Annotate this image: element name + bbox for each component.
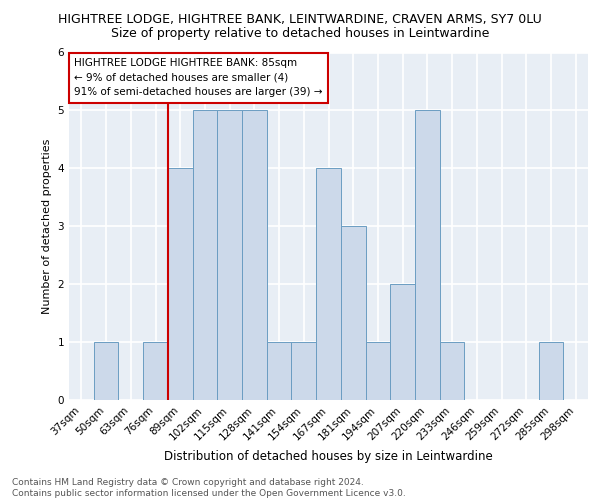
Bar: [440, 342, 464, 400]
X-axis label: Distribution of detached houses by size in Leintwardine: Distribution of detached houses by size …: [164, 450, 493, 463]
Text: HIGHTREE LODGE HIGHTREE BANK: 85sqm
← 9% of detached houses are smaller (4)
91% : HIGHTREE LODGE HIGHTREE BANK: 85sqm ← 9%…: [74, 58, 323, 98]
Text: Size of property relative to detached houses in Leintwardine: Size of property relative to detached ho…: [111, 28, 489, 40]
Bar: [415, 110, 440, 400]
Bar: [316, 168, 341, 400]
Bar: [292, 342, 316, 400]
Bar: [341, 226, 365, 400]
Bar: [242, 110, 267, 400]
Bar: [143, 342, 168, 400]
Bar: [94, 342, 118, 400]
Bar: [539, 342, 563, 400]
Bar: [217, 110, 242, 400]
Bar: [267, 342, 292, 400]
Text: HIGHTREE LODGE, HIGHTREE BANK, LEINTWARDINE, CRAVEN ARMS, SY7 0LU: HIGHTREE LODGE, HIGHTREE BANK, LEINTWARD…: [58, 12, 542, 26]
Bar: [365, 342, 390, 400]
Bar: [168, 168, 193, 400]
Text: Contains HM Land Registry data © Crown copyright and database right 2024.
Contai: Contains HM Land Registry data © Crown c…: [12, 478, 406, 498]
Bar: [390, 284, 415, 400]
Bar: [193, 110, 217, 400]
Y-axis label: Number of detached properties: Number of detached properties: [42, 138, 52, 314]
